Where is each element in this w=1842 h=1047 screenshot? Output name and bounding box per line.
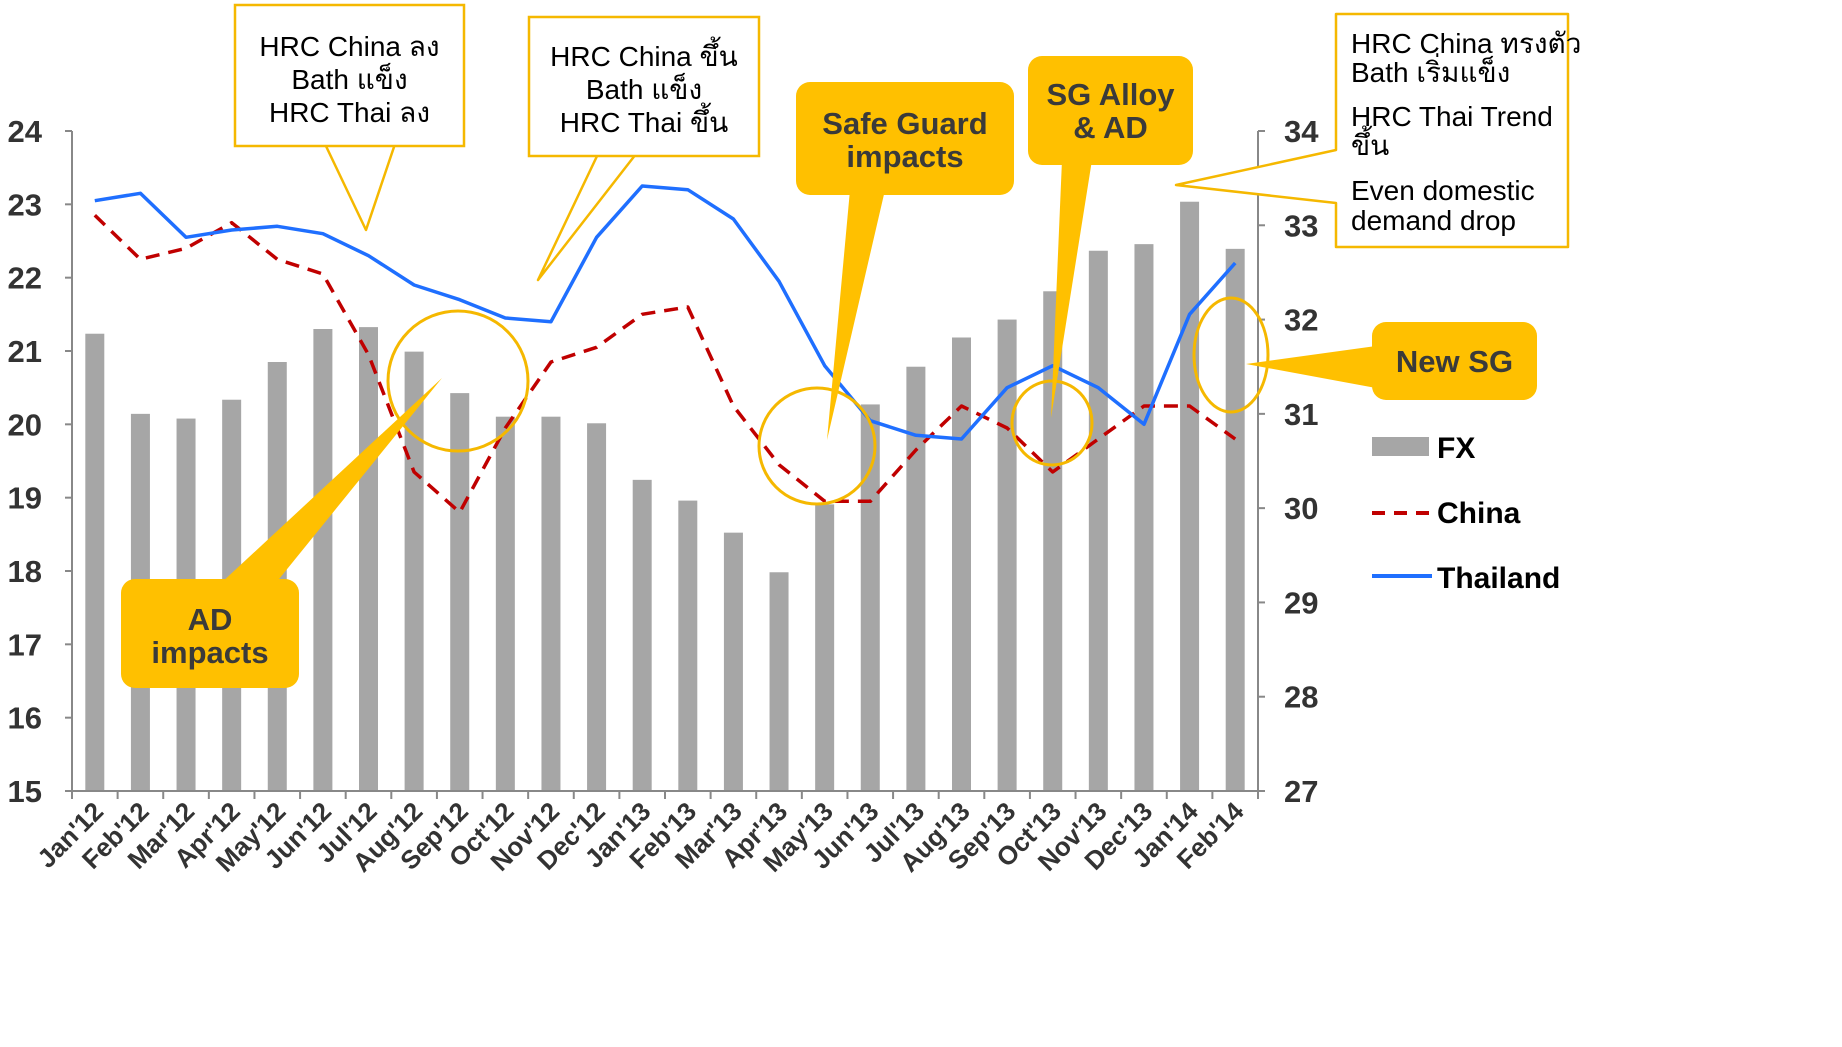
highlight-circles xyxy=(386,296,1270,506)
callout-ad-impacts-line-0: AD xyxy=(188,602,233,637)
callout-new-sg-box xyxy=(1372,322,1537,400)
fx-bar-jun-12 xyxy=(313,329,333,791)
callout-hrc-up-line-1: Bath แข็ง xyxy=(586,72,702,105)
callout-new-sg: New SG xyxy=(1246,322,1537,400)
fx-bar-may-13 xyxy=(815,504,835,791)
callout-safe-guard-line-1: impacts xyxy=(846,139,963,174)
fx-bar-mar-13 xyxy=(723,532,743,791)
right-tick-label-28: 28 xyxy=(1284,680,1318,715)
right-tick-label-30: 30 xyxy=(1284,491,1318,526)
callout-sg-alloy-line-1: & AD xyxy=(1073,110,1148,145)
fx-bar-aug-13 xyxy=(952,337,971,791)
left-tick-label-21: 21 xyxy=(8,334,42,369)
callout-hrc-down-line-2: HRC Thai ลง xyxy=(269,97,430,128)
highlight-circle-may13 xyxy=(757,386,877,506)
fx-bar-jan-14 xyxy=(1180,201,1200,791)
fx-bar-feb-14 xyxy=(1225,248,1245,791)
fx-bar-nov-12 xyxy=(541,416,561,791)
left-tick-label-24: 24 xyxy=(8,114,43,149)
callout-hrc-up-box xyxy=(527,15,761,158)
right-tick-label-32: 32 xyxy=(1284,303,1318,338)
china-line xyxy=(93,214,1237,515)
callout-hrc-up-pointer xyxy=(536,152,638,282)
callout-hrc-stable-line-5: demand drop xyxy=(1351,205,1516,236)
callout-safe-guard-line-0: Safe Guard xyxy=(822,106,987,141)
legend: FX China Thailand xyxy=(1372,432,1560,595)
fx-bar-jan-13 xyxy=(632,479,652,791)
left-tick-label-22: 22 xyxy=(8,261,42,296)
callout-hrc-up-line-2: HRC Thai ขึ้น xyxy=(560,102,728,138)
callout-hrc-down-box xyxy=(233,3,466,148)
callout-hrc-stable-line-0: HRC China ทรงตัว xyxy=(1351,28,1581,59)
right-tick-label-31: 31 xyxy=(1284,397,1318,432)
left-tick-label-15: 15 xyxy=(8,774,42,809)
left-tick-label-20: 20 xyxy=(8,407,42,442)
fx-bar-sep-13 xyxy=(997,319,1017,791)
legend-label-china: China xyxy=(1437,497,1521,530)
callout-sg-alloy: SG Alloy& AD xyxy=(1028,56,1193,418)
callout-ad-impacts-box xyxy=(121,579,299,688)
callout-hrc-down-line-0: HRC China ลง xyxy=(259,31,439,62)
series-lines xyxy=(93,184,1237,515)
fx-bar-jul-12 xyxy=(359,327,378,791)
callout-sg-alloy-box xyxy=(1028,56,1193,165)
fx-bar-jun-13 xyxy=(860,404,880,791)
legend-label-thailand: Thailand xyxy=(1437,562,1560,595)
callout-sg-alloy-pointer xyxy=(1051,160,1092,418)
legend-swatch-fx xyxy=(1372,437,1429,456)
callout-sg-alloy-line-0: SG Alloy xyxy=(1046,77,1175,112)
highlight-circle-aug12 xyxy=(386,309,530,453)
left-tick-label-23: 23 xyxy=(8,187,42,222)
callout-safe-guard-box xyxy=(796,82,1014,195)
fx-bar-dec-13 xyxy=(1134,244,1154,792)
callout-ad-impacts-line-1: impacts xyxy=(151,635,268,670)
callout-hrc-stable-line-4: Even domestic xyxy=(1351,175,1535,206)
callout-hrc-down-line-1: Bath แข็ง xyxy=(291,62,407,95)
callout-hrc-up-line-0: HRC China ขึ้น xyxy=(550,36,738,72)
fx-bar-dec-12 xyxy=(587,423,607,791)
fx-bar-aug-12 xyxy=(404,351,424,791)
right-tick-label-29: 29 xyxy=(1284,585,1318,620)
fx-bar-nov-13 xyxy=(1088,250,1108,791)
axes: 151617181920212223242728293031323334Jan'… xyxy=(8,114,1320,878)
thailand-line xyxy=(94,184,1237,441)
right-tick-label-33: 33 xyxy=(1284,208,1318,243)
right-tick-label-27: 27 xyxy=(1284,774,1318,809)
callout-hrc-stable-line-3: ขึ้น xyxy=(1351,125,1389,161)
highlight-circle-oct13 xyxy=(1010,379,1094,467)
callout-ad-impacts-pointer xyxy=(220,378,442,584)
fx-bar-sep-12 xyxy=(450,393,470,791)
callout-safe-guard-pointer xyxy=(827,190,885,440)
left-tick-label-18: 18 xyxy=(8,554,42,589)
callout-new-sg-pointer xyxy=(1246,346,1376,388)
fx-bar-jul-13 xyxy=(906,366,926,791)
fx-bar-feb-13 xyxy=(678,500,698,791)
left-tick-label-17: 17 xyxy=(8,627,42,662)
callout-hrc-down-pointer xyxy=(323,142,397,232)
callout-hrc-stable-line-2: HRC Thai Trend xyxy=(1351,101,1553,132)
fx-bar-oct-13 xyxy=(1043,291,1063,791)
fx-bar-apr-13 xyxy=(769,572,789,791)
fx-bar-oct-12 xyxy=(495,416,515,791)
callout-hrc-stable-line-1: Bath เริ่มแข็ง xyxy=(1351,53,1510,88)
fx-bar-jan-12 xyxy=(85,333,105,791)
legend-label-fx: FX xyxy=(1437,432,1475,465)
callout-new-sg-line-0: New SG xyxy=(1396,344,1513,379)
left-tick-label-16: 16 xyxy=(8,701,42,736)
right-tick-label-34: 34 xyxy=(1284,114,1319,149)
callout-hrc-stable-box xyxy=(1174,12,1570,249)
left-tick-label-19: 19 xyxy=(8,481,42,516)
highlight-circle-feb14 xyxy=(1192,296,1270,414)
